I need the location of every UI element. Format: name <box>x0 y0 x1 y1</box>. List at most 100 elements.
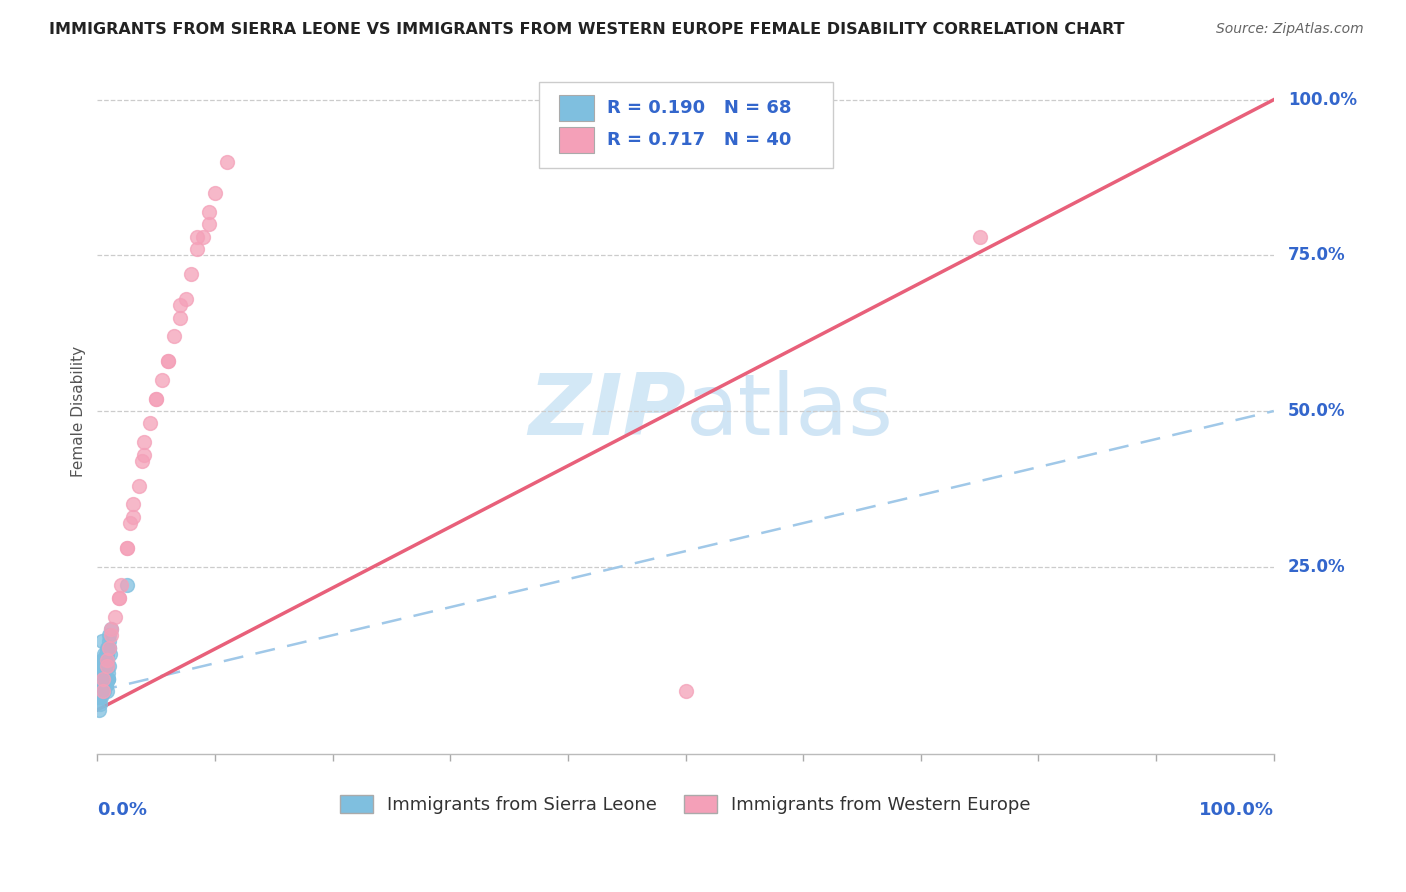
Point <box>163 329 186 343</box>
Text: 100.0%: 100.0% <box>1199 802 1274 820</box>
Point <box>96 684 118 698</box>
Point <box>121 498 143 512</box>
Point <box>89 697 111 711</box>
Point <box>89 684 111 698</box>
Text: 25.0%: 25.0% <box>1288 558 1346 575</box>
Point <box>107 591 129 605</box>
Point <box>90 678 112 692</box>
Point <box>98 640 121 655</box>
Legend: Immigrants from Sierra Leone, Immigrants from Western Europe: Immigrants from Sierra Leone, Immigrants… <box>332 786 1040 823</box>
Point <box>120 516 142 530</box>
Point <box>104 609 127 624</box>
Point <box>90 684 112 698</box>
Point <box>91 665 114 680</box>
Point <box>156 354 179 368</box>
Point <box>94 678 117 692</box>
Point <box>96 659 118 673</box>
Point <box>131 454 153 468</box>
Point <box>91 653 114 667</box>
Point <box>90 690 112 705</box>
Point <box>93 684 115 698</box>
Point <box>204 186 226 200</box>
Point <box>93 659 115 673</box>
Point <box>89 684 111 698</box>
Point <box>94 678 117 692</box>
Point <box>145 392 167 406</box>
Point <box>91 678 114 692</box>
Point <box>96 653 118 667</box>
Point <box>675 684 697 698</box>
Text: 50.0%: 50.0% <box>1288 402 1346 420</box>
Point <box>97 640 120 655</box>
Point <box>94 659 117 673</box>
Text: Source: ZipAtlas.com: Source: ZipAtlas.com <box>1216 22 1364 37</box>
Point <box>93 659 115 673</box>
Point <box>91 659 114 673</box>
FancyBboxPatch shape <box>538 82 832 168</box>
Point <box>90 665 112 680</box>
Point <box>98 659 121 673</box>
Point <box>91 672 114 686</box>
Point <box>215 155 238 169</box>
Point <box>115 541 138 555</box>
Point <box>91 678 114 692</box>
Point <box>169 298 191 312</box>
Point <box>90 665 112 680</box>
Point <box>97 672 120 686</box>
Point <box>134 435 156 450</box>
Point <box>89 672 111 686</box>
Point <box>98 640 121 655</box>
Point <box>97 672 120 686</box>
Point <box>100 628 122 642</box>
Point <box>93 647 115 661</box>
Point <box>98 628 121 642</box>
Point <box>91 659 114 673</box>
Point <box>91 634 114 648</box>
Point <box>128 479 150 493</box>
Point <box>87 678 110 692</box>
Point <box>94 653 117 667</box>
Point <box>96 672 118 686</box>
Point <box>94 647 117 661</box>
Point <box>96 640 118 655</box>
Point <box>87 703 110 717</box>
Point <box>96 653 118 667</box>
Point <box>93 665 115 680</box>
Point <box>100 622 122 636</box>
Point <box>139 417 162 431</box>
Point <box>150 373 173 387</box>
Point <box>93 653 115 667</box>
Point <box>186 242 208 256</box>
Point <box>186 229 208 244</box>
Point <box>91 653 114 667</box>
Text: 100.0%: 100.0% <box>1288 91 1357 109</box>
Point <box>91 684 114 698</box>
Text: ZIP: ZIP <box>527 369 686 452</box>
Point <box>98 647 121 661</box>
Point <box>91 665 114 680</box>
Point <box>115 578 138 592</box>
Text: 75.0%: 75.0% <box>1288 246 1346 264</box>
Point <box>198 217 221 231</box>
Point <box>87 690 110 705</box>
Point <box>198 204 221 219</box>
Point <box>97 665 120 680</box>
FancyBboxPatch shape <box>558 127 593 153</box>
Point <box>87 684 110 698</box>
Point <box>91 665 114 680</box>
Point <box>94 653 117 667</box>
Point <box>96 647 118 661</box>
Text: atlas: atlas <box>686 369 894 452</box>
Point <box>115 541 138 555</box>
Point <box>91 659 114 673</box>
Point <box>90 665 112 680</box>
Point <box>169 310 191 325</box>
Text: 0.0%: 0.0% <box>97 802 148 820</box>
Point <box>96 647 118 661</box>
Point <box>156 354 179 368</box>
Point <box>90 672 112 686</box>
Point <box>91 672 114 686</box>
Point <box>89 690 111 705</box>
Point <box>89 678 111 692</box>
Point <box>121 509 143 524</box>
